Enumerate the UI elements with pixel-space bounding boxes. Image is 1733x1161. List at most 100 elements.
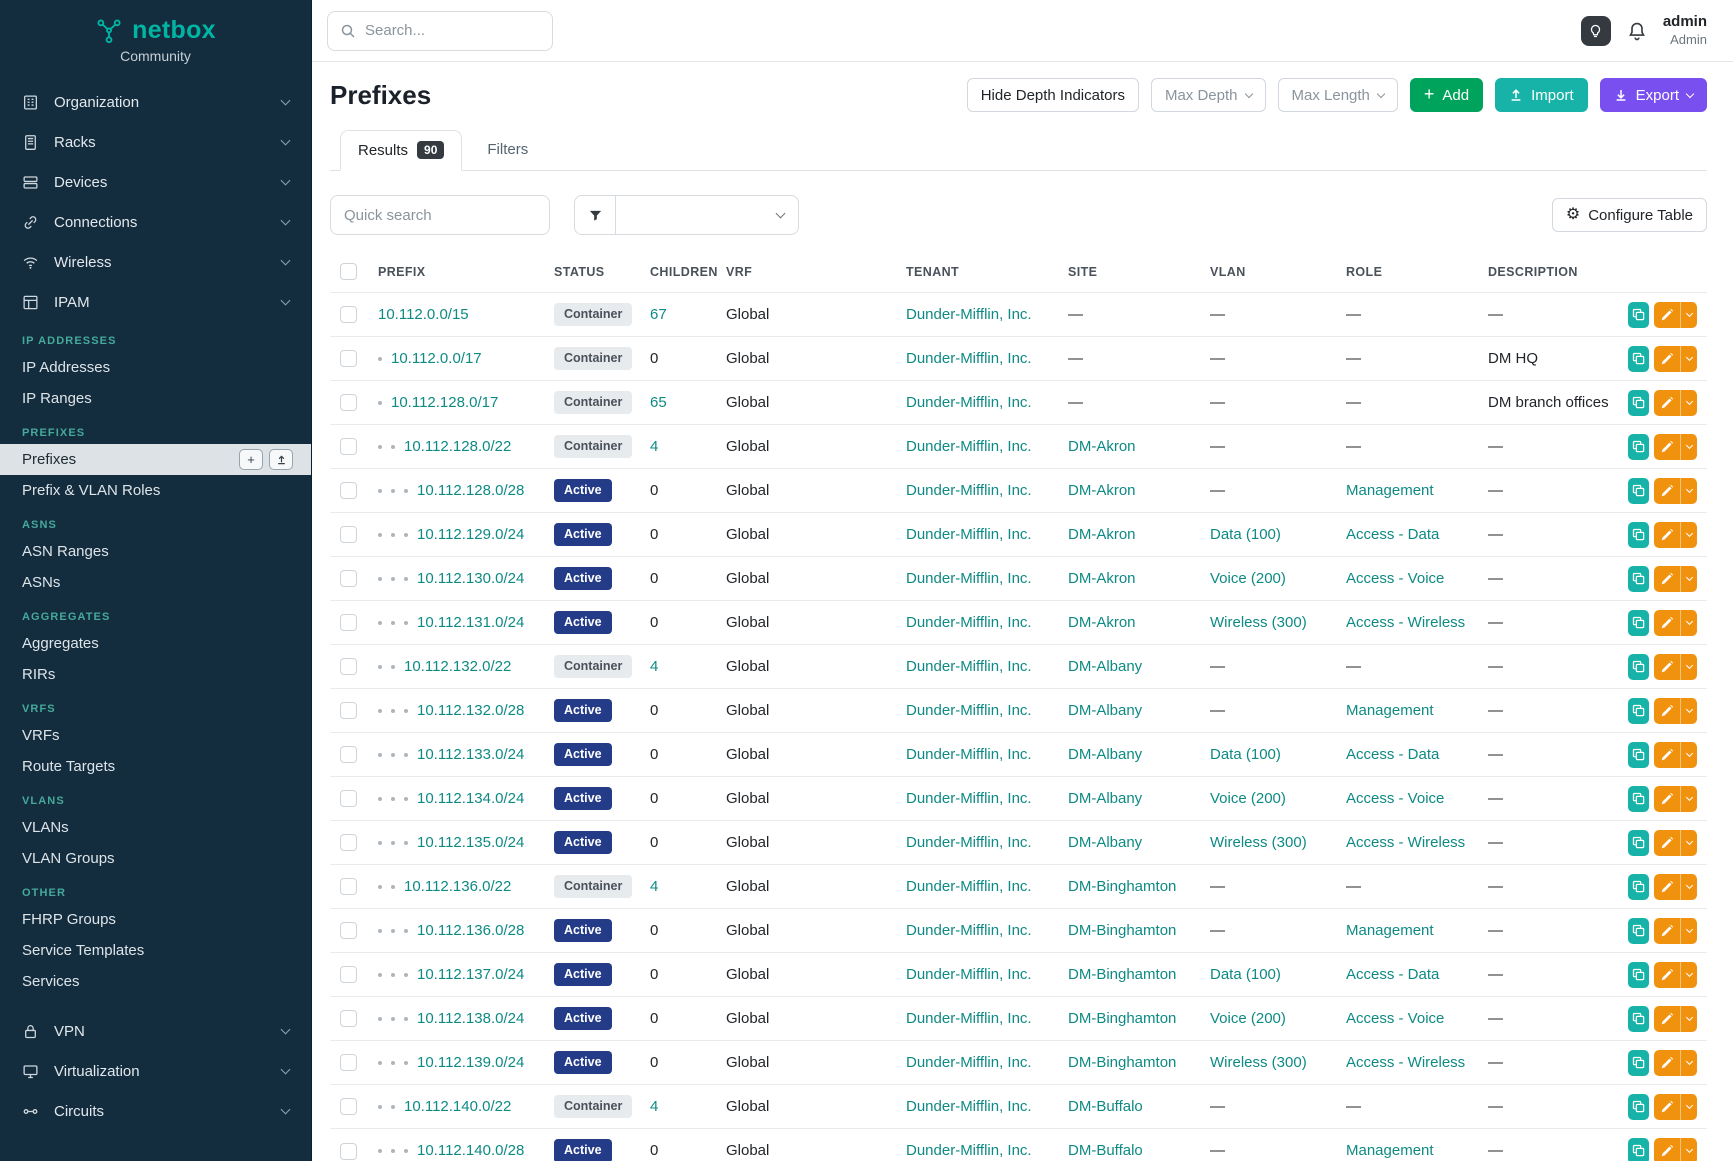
column-header-prefix[interactable]: PREFIX [378, 264, 426, 279]
sidebar-item-asns[interactable]: ASNs [0, 567, 311, 598]
children-link[interactable]: 65 [650, 394, 667, 411]
clone-button[interactable] [1628, 873, 1649, 900]
edit-dropdown-toggle[interactable] [1680, 301, 1697, 328]
select-all-checkbox[interactable] [340, 263, 357, 280]
prefix-link[interactable]: 10.112.139.0/24 [417, 1054, 525, 1071]
clone-button[interactable] [1628, 565, 1649, 592]
sidebar-item-circuits[interactable]: Circuits [0, 1091, 311, 1131]
edit-button[interactable] [1654, 653, 1680, 680]
column-header-site[interactable]: SITE [1068, 264, 1098, 279]
clone-button[interactable] [1628, 345, 1649, 372]
column-header-vlan[interactable]: VLAN [1210, 264, 1246, 279]
sidebar-item-ipam[interactable]: IPAM [0, 282, 311, 322]
role-link[interactable]: Access - Wireless [1346, 1054, 1466, 1071]
prefix-link[interactable]: 10.112.140.0/28 [417, 1142, 525, 1160]
sidebar-item-prefix-vlan-roles[interactable]: Prefix & VLAN Roles [0, 475, 311, 506]
column-header-tenant[interactable]: TENANT [906, 264, 960, 279]
row-checkbox[interactable] [340, 790, 357, 808]
column-header-description[interactable]: DESCRIPTION [1488, 264, 1578, 279]
role-link[interactable]: Access - Wireless [1346, 834, 1466, 851]
row-checkbox[interactable] [340, 482, 357, 500]
prefix-link[interactable]: 10.112.129.0/24 [417, 526, 525, 543]
vlan-link[interactable]: Data (100) [1210, 966, 1281, 983]
tenant-link[interactable]: Dunder-Mifflin, Inc. [906, 878, 1032, 895]
edit-button[interactable] [1654, 521, 1680, 548]
children-link[interactable]: 4 [650, 438, 659, 455]
tab-results[interactable]: Results 90 [340, 130, 463, 171]
site-link[interactable]: DM-Albany [1068, 746, 1143, 763]
edit-dropdown-toggle[interactable] [1680, 961, 1697, 988]
prefix-link[interactable]: 10.112.128.0/28 [417, 482, 525, 499]
clone-button[interactable] [1628, 609, 1649, 636]
quick-import-button[interactable] [269, 449, 293, 470]
sidebar-item-vlan-groups[interactable]: VLAN Groups [0, 843, 311, 874]
tenant-link[interactable]: Dunder-Mifflin, Inc. [906, 658, 1032, 675]
role-link[interactable]: Access - Voice [1346, 790, 1445, 807]
site-link[interactable]: DM-Binghamton [1068, 1010, 1177, 1027]
tenant-link[interactable]: Dunder-Mifflin, Inc. [906, 702, 1032, 719]
edit-dropdown-toggle[interactable] [1680, 697, 1697, 724]
role-link[interactable]: Access - Voice [1346, 1010, 1445, 1027]
row-checkbox[interactable] [340, 966, 357, 984]
row-checkbox[interactable] [340, 658, 357, 676]
role-link[interactable]: Management [1346, 702, 1434, 719]
tenant-link[interactable]: Dunder-Mifflin, Inc. [906, 1142, 1032, 1160]
edit-dropdown-toggle[interactable] [1680, 433, 1697, 460]
role-link[interactable]: Management [1346, 1142, 1434, 1160]
configure-table-button[interactable]: ⚙ Configure Table [1551, 198, 1707, 232]
tenant-link[interactable]: Dunder-Mifflin, Inc. [906, 966, 1032, 983]
role-link[interactable]: Access - Data [1346, 966, 1440, 983]
user-menu[interactable]: admin Admin [1663, 13, 1707, 48]
edit-button[interactable] [1654, 609, 1680, 636]
clone-button[interactable] [1628, 961, 1649, 988]
prefix-link[interactable]: 10.112.0.0/15 [378, 306, 469, 323]
tenant-link[interactable]: Dunder-Mifflin, Inc. [906, 1010, 1032, 1027]
row-checkbox[interactable] [340, 1010, 357, 1028]
site-link[interactable]: DM-Akron [1068, 482, 1136, 499]
edit-button[interactable] [1654, 829, 1680, 856]
prefix-link[interactable]: 10.112.135.0/24 [417, 834, 525, 851]
tenant-link[interactable]: Dunder-Mifflin, Inc. [906, 526, 1032, 543]
edit-dropdown-toggle[interactable] [1680, 873, 1697, 900]
filter-button[interactable] [574, 195, 616, 235]
sidebar-item-ip-addresses[interactable]: IP Addresses [0, 352, 311, 383]
prefix-link[interactable]: 10.112.138.0/24 [417, 1010, 525, 1027]
sidebar-item-services[interactable]: Services [0, 966, 311, 997]
tenant-link[interactable]: Dunder-Mifflin, Inc. [906, 790, 1032, 807]
quick-add-button[interactable]: + [239, 449, 263, 470]
clone-button[interactable] [1628, 1093, 1649, 1120]
edit-button[interactable] [1654, 345, 1680, 372]
sidebar-item-vlans[interactable]: VLANs [0, 812, 311, 843]
site-link[interactable]: DM-Buffalo [1068, 1142, 1143, 1160]
prefix-link[interactable]: 10.112.137.0/24 [417, 966, 525, 983]
prefix-link[interactable]: 10.112.136.0/22 [404, 878, 512, 895]
site-link[interactable]: DM-Akron [1068, 614, 1136, 631]
import-button[interactable]: Import [1495, 78, 1588, 112]
site-link[interactable]: DM-Binghamton [1068, 1054, 1177, 1071]
clone-button[interactable] [1628, 829, 1649, 856]
edit-button[interactable] [1654, 1005, 1680, 1032]
tab-filters[interactable]: Filters [470, 130, 545, 170]
prefix-link[interactable]: 10.112.128.0/22 [404, 438, 512, 455]
site-link[interactable]: DM-Albany [1068, 790, 1143, 807]
clone-button[interactable] [1628, 741, 1649, 768]
clone-button[interactable] [1628, 389, 1649, 416]
row-checkbox[interactable] [340, 614, 357, 632]
column-header-vrf[interactable]: VRF [726, 264, 753, 279]
sidebar-item-prefixes[interactable]: Prefixes + [0, 444, 311, 475]
prefix-link[interactable]: 10.112.134.0/24 [417, 790, 525, 807]
sidebar-item-aggregates[interactable]: Aggregates [0, 628, 311, 659]
quick-search-input[interactable] [330, 195, 550, 235]
prefix-link[interactable]: 10.112.140.0/22 [404, 1098, 512, 1115]
clone-button[interactable] [1628, 1049, 1649, 1076]
vlan-link[interactable]: Voice (200) [1210, 790, 1286, 807]
edit-dropdown-toggle[interactable] [1680, 829, 1697, 856]
children-link[interactable]: 4 [650, 878, 659, 895]
notifications-button[interactable] [1627, 21, 1647, 41]
edit-dropdown-toggle[interactable] [1680, 477, 1697, 504]
clone-button[interactable] [1628, 477, 1649, 504]
prefix-link[interactable]: 10.112.132.0/22 [404, 658, 512, 675]
clone-button[interactable] [1628, 1005, 1649, 1032]
children-link[interactable]: 4 [650, 1098, 659, 1115]
clone-button[interactable] [1628, 653, 1649, 680]
